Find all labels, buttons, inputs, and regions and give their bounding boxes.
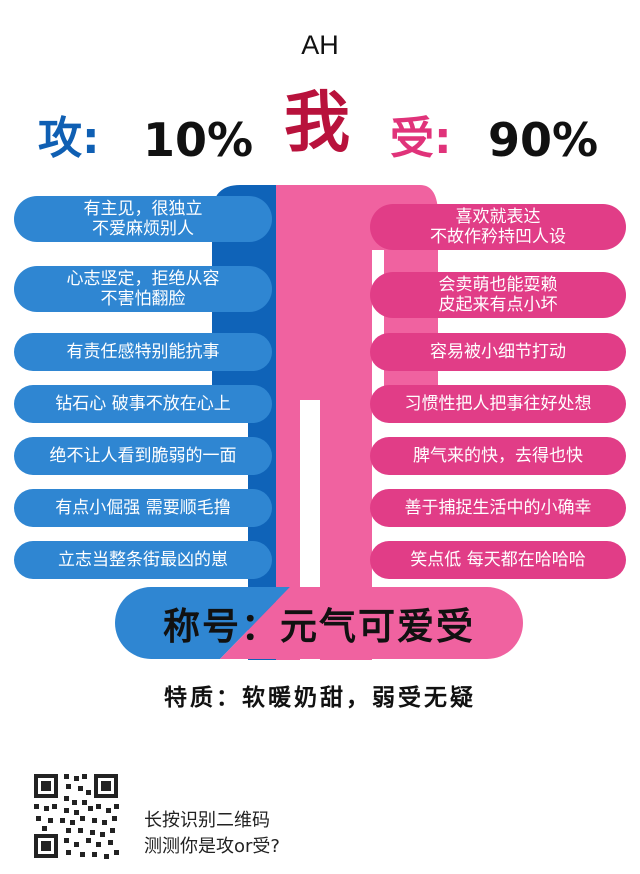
qr-code[interactable] [30,770,122,862]
qr-caption-line2: 测测你是攻or受? [144,836,280,857]
gong-label: 攻: [38,113,100,164]
trait-line: 特质：软暖奶甜，弱受无疑 [164,685,476,711]
gong-percent: 10% [143,113,254,167]
title-text: 称号：元气可爱受 [163,605,475,648]
right-trait-4: 习惯性把人把事往好处想 [370,385,626,423]
left-trait-6: 有点小倔强 需要顺毛撸 [14,489,272,527]
left-trait-1: 有主见，很独立 不爱麻烦别人 [14,196,272,242]
shou-label: 受: [390,113,452,164]
left-trait-5: 绝不让人看到脆弱的一面 [14,437,272,475]
title-banner-background [115,587,523,659]
right-trait-3: 容易被小细节打动 [370,333,626,371]
qr-caption: 长按识别二维码 测测你是攻or受? [144,808,280,860]
right-trait-5: 脾气来的快，去得也快 [370,437,626,475]
right-trait-2: 会卖萌也能耍赖 皮起来有点小坏 [370,272,626,318]
user-name: AH [301,30,339,60]
wo-character: 我 [284,84,350,161]
shou-percent: 90% [488,113,599,167]
left-trait-2: 心志坚定，拒绝从容 不害怕翻脸 [14,266,272,312]
left-trait-7: 立志当整条街最凶的崽 [14,541,272,579]
right-trait-7: 笑点低 每天都在哈哈哈 [370,541,626,579]
title-banner: 称号：元气可爱受 [115,587,523,659]
left-trait-3: 有责任感特别能抗事 [14,333,272,371]
right-trait-1: 喜欢就表达 不故作矜持凹人设 [370,204,626,250]
right-trait-6: 善于捕捉生活中的小确幸 [370,489,626,527]
left-trait-4: 钻石心 破事不放在心上 [14,385,272,423]
qr-caption-line1: 长按识别二维码 [144,810,270,831]
